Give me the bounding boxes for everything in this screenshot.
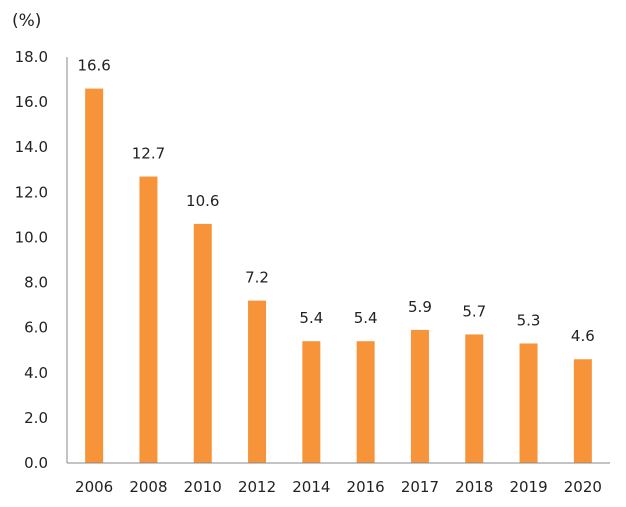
axis-lines [66,57,610,464]
y-tick-label: 6.0 [24,319,48,337]
y-tick-label: 0.0 [24,454,48,472]
x-tick-label: 2019 [509,478,547,496]
bar [193,223,212,463]
bar-value-label: 16.6 [77,57,110,75]
y-axis-unit-label: (%) [12,11,41,31]
bar-value-label: 4.6 [571,327,595,345]
bar [85,88,104,464]
y-tick-label: 10.0 [15,228,48,246]
x-tick-label: 2012 [238,478,276,496]
bar [410,329,429,463]
y-tick-label: 16.0 [15,93,48,111]
bar-value-label: 12.7 [132,145,165,163]
bar [139,176,158,464]
bar [356,341,375,463]
bar-value-label: 5.3 [517,311,541,329]
bar [573,359,592,463]
bar-value-label: 5.7 [462,302,486,320]
x-axis: 2006 2008 2010 2012 2014 2016 2017 2018 2019 2020 [75,478,602,496]
bar-value-label: 5.4 [354,309,378,327]
x-tick-label: 2017 [401,478,439,496]
x-tick-label: 2014 [292,478,330,496]
x-tick-label: 2020 [564,478,602,496]
x-tick-label: 2008 [129,478,167,496]
y-tick-label: 8.0 [24,274,48,292]
y-axis: 0.0 2.0 4.0 6.0 8.0 10.0 12.0 14.0 16.0 18.0 [15,48,48,472]
y-tick-label: 14.0 [15,138,48,156]
bar [248,300,267,463]
y-tick-label: 4.0 [24,364,48,382]
x-tick-label: 2018 [455,478,493,496]
bar [302,341,321,463]
bar-value-label: 5.4 [299,309,323,327]
y-tick-label: 2.0 [24,409,48,427]
bar [519,343,538,463]
bar-value-label: 7.2 [245,269,269,287]
x-tick-label: 2010 [184,478,222,496]
bar-value-label: 10.6 [186,192,219,210]
bar [465,334,484,463]
bar-value-label: 5.9 [408,298,432,316]
x-tick-label: 2016 [347,478,385,496]
x-tick-label: 2006 [75,478,113,496]
y-tick-label: 12.0 [15,183,48,201]
y-tick-label: 18.0 [15,48,48,66]
bars: 16.6 12.7 10.6 7.2 5.4 5.4 5.9 5.7 5.3 4.6 [77,57,595,464]
